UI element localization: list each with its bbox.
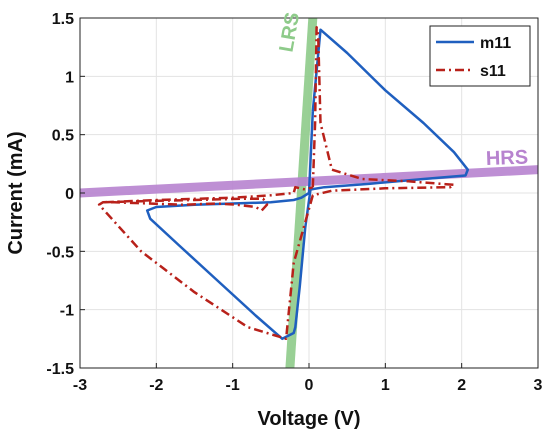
x-tick-label: -3 (73, 377, 87, 394)
legend-label-m11: m11 (480, 35, 511, 52)
y-axis-label: Current (mA) (5, 131, 27, 254)
y-tick-label: 1.5 (52, 11, 74, 28)
y-tick-label: -1.5 (46, 361, 74, 378)
legend: m11 s11 (429, 25, 531, 87)
x-tick-label: 0 (305, 377, 314, 394)
y-tick-label: 0.5 (52, 128, 74, 145)
x-tick-label: 3 (534, 377, 543, 394)
y-axis-ticks: -1.5 -1 -0.5 0 0.5 1 1.5 (46, 11, 85, 378)
legend-label-s11: s11 (480, 63, 506, 80)
legend-box (429, 25, 531, 87)
series-layer (97, 26, 470, 341)
y-tick-label: 0 (65, 186, 74, 203)
x-tick-label: 1 (381, 377, 390, 394)
series-line-m11 (145, 28, 470, 341)
x-tick-label: -1 (226, 377, 240, 394)
y-tick-label: -1 (60, 303, 74, 320)
x-tick-label: -2 (149, 377, 163, 394)
reference-label-hrs: HRS (486, 147, 529, 170)
series-line-s11 (97, 26, 456, 341)
x-axis-label: Voltage (V) (258, 408, 361, 430)
y-tick-label: -0.5 (46, 244, 74, 261)
reference-line-lrs (285, 17, 318, 369)
y-tick-label: 1 (65, 69, 74, 86)
x-axis-ticks: -3 -2 -1 0 1 2 3 (73, 363, 543, 394)
x-tick-label: 2 (457, 377, 466, 394)
